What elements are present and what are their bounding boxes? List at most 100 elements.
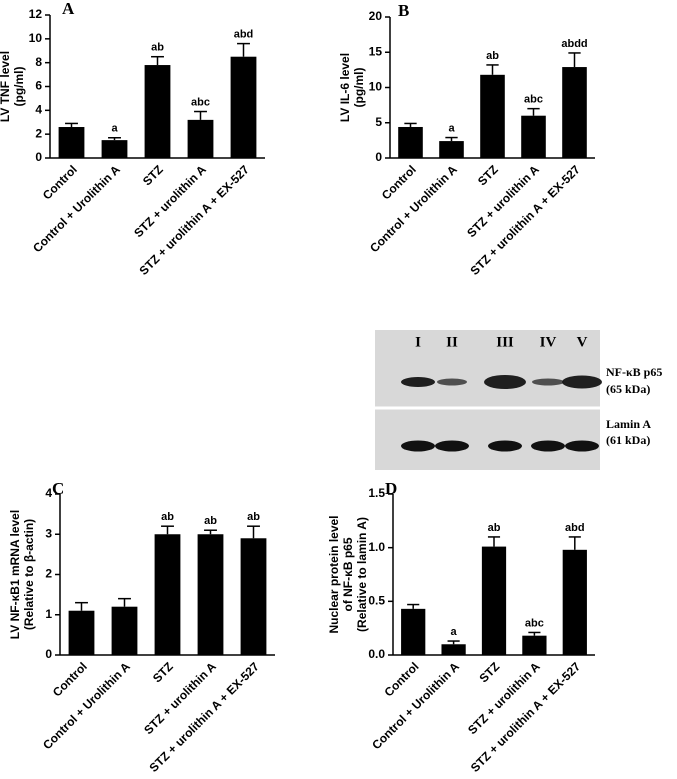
blot-band [488,440,522,452]
significance-label: ab [161,511,174,523]
significance-label: abc [191,96,210,108]
x-tick-label: Control [379,162,419,202]
y-axis-label: (Relative to β-actin) [22,519,36,630]
blot-band [435,440,469,452]
y-axis-label: of NF-κB p65 [341,537,355,611]
x-tick-label: Control [50,659,90,699]
significance-label: ab [151,42,164,54]
blot-band [562,375,602,389]
panel-letter: D [385,479,397,498]
bar [187,119,214,158]
y-tick-label: 6 [35,79,42,93]
y-tick-label: 5 [375,115,382,129]
blot-band [401,440,435,452]
blot-row-label: Lamin A [606,417,651,431]
bar [521,115,546,158]
x-tick-label: STZ [476,659,502,685]
significance-label: a [111,123,118,135]
y-tick-label: 0.5 [368,594,385,608]
y-tick-label: 4 [45,486,52,500]
bar [398,126,423,158]
x-tick-label: Control + Urolithin A [40,659,133,752]
y-tick-label: 20 [369,9,383,23]
panel-letter: C [52,479,64,498]
significance-label: abdd [561,38,587,50]
x-tick-label: Control [40,162,80,202]
y-tick-label: 8 [35,55,42,69]
y-axis-label: Nuclear protein level [327,515,341,633]
bar [197,534,224,655]
x-tick-label: STZ + urolithin A [464,162,542,240]
panel-letter: B [398,1,409,20]
y-tick-label: 0 [45,647,52,661]
significance-label: ab [247,511,260,523]
bar [522,635,547,655]
blot-row-size: (65 kDa) [606,382,650,396]
blot-band [531,440,565,452]
y-tick-label: 0 [375,150,382,164]
panel-letter: A [62,0,75,18]
lane-label: II [446,334,458,350]
significance-label: ab [204,515,217,527]
y-tick-label: 10 [369,80,383,94]
y-tick-label: 1.5 [368,486,385,500]
x-tick-label: STZ [475,162,501,188]
y-tick-label: 2 [45,567,52,581]
significance-label: abc [524,94,543,106]
blot-row-size: (61 kDa) [606,433,650,447]
y-tick-label: 0 [35,150,42,164]
x-tick-label: Control [382,659,422,699]
bar [58,127,85,158]
y-axis-label: (Relative to lamin A) [355,517,369,632]
y-tick-label: 4 [35,103,42,117]
bar [401,608,426,655]
x-tick-label: STZ [140,162,166,188]
bar [480,74,505,158]
lane-label: V [577,334,588,350]
significance-label: abd [565,522,585,534]
x-tick-label: Control + Urolithin A [30,162,123,255]
significance-label: ab [486,50,499,62]
y-axis-label: LV TNF level [0,51,12,122]
significance-label: a [451,626,458,638]
lane-label: IV [540,334,557,350]
blot-band [437,378,467,386]
blot-band [565,440,599,452]
blot-band [401,377,435,387]
x-tick-label: STZ + urolithin A [131,162,209,240]
bar [154,534,181,655]
bar [240,538,267,655]
y-tick-label: 15 [369,44,383,58]
y-tick-label: 10 [29,31,43,45]
significance-label: abd [234,29,254,41]
y-tick-label: 1 [45,607,52,621]
bar [230,56,257,159]
y-axis-label: (pg/ml) [352,68,366,108]
significance-label: ab [488,522,501,534]
y-axis-label: (pg/ml) [12,67,26,107]
bar [439,141,464,158]
blot-band [484,375,526,389]
bar [111,606,138,655]
bar [68,610,95,655]
bar [562,67,587,158]
y-tick-label: 12 [29,7,43,21]
x-tick-label: STZ + urolithin A [141,659,219,737]
lane-label: I [415,334,421,350]
x-tick-label: STZ [150,659,176,685]
significance-label: a [448,122,455,134]
blot-band [532,378,564,386]
y-tick-label: 1.0 [368,540,385,554]
significance-label: abc [525,617,544,629]
y-tick-label: 3 [45,526,52,540]
x-tick-label: STZ + urolithin A [465,659,543,737]
bar [441,644,466,655]
bar [562,549,587,655]
blot-row-label: NF-κB p65 [606,365,662,379]
bar [101,140,128,158]
lane-label: III [496,334,514,350]
y-axis-label: LV NF-κB1 mRNA level [8,510,22,639]
y-tick-label: 0.0 [368,647,385,661]
y-tick-label: 2 [35,126,42,140]
